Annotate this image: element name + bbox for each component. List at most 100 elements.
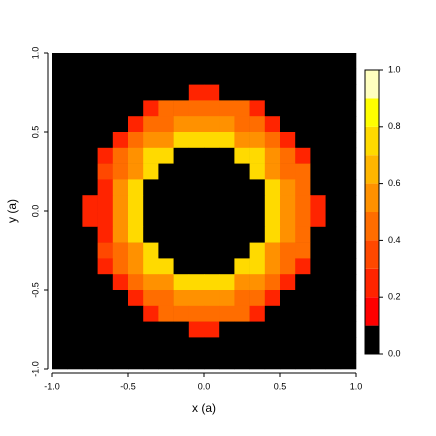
heat-cell xyxy=(158,337,174,354)
heat-cell xyxy=(219,353,235,370)
heat-cell xyxy=(310,195,326,212)
heat-cell xyxy=(340,116,357,133)
heat-cell xyxy=(188,274,205,291)
heat-cell xyxy=(173,274,190,291)
heat-cell xyxy=(67,68,83,85)
heat-cell xyxy=(310,211,326,228)
heat-cell xyxy=(204,258,220,275)
heat-cell xyxy=(143,321,159,338)
heat-cell xyxy=(52,84,68,101)
heat-cell xyxy=(188,321,205,338)
heat-cell xyxy=(112,226,129,243)
heat-cell xyxy=(112,258,129,275)
colorbar-swatch xyxy=(365,268,379,298)
heat-cell xyxy=(158,132,174,149)
heat-cell xyxy=(112,274,129,291)
heat-cell xyxy=(325,321,342,338)
heat-cell xyxy=(295,242,311,259)
heat-cell xyxy=(295,132,311,149)
heat-cell xyxy=(158,321,174,338)
heat-cell xyxy=(52,163,68,180)
heat-cell xyxy=(128,132,144,149)
heat-cell xyxy=(128,116,144,133)
heat-cell xyxy=(158,290,174,307)
heat-cell xyxy=(143,116,159,133)
colorbar-tick-label: 0.0 xyxy=(388,348,401,358)
heat-cell xyxy=(82,305,98,322)
heat-cell xyxy=(280,321,296,338)
heat-cell xyxy=(82,226,98,243)
heat-cell xyxy=(112,242,129,259)
heat-cell xyxy=(158,116,174,133)
heat-cell xyxy=(340,242,357,259)
heat-cell xyxy=(97,132,114,149)
heat-cell xyxy=(310,258,326,275)
heat-cell xyxy=(67,353,83,370)
heat-cell xyxy=(128,321,144,338)
heat-cell xyxy=(249,305,266,322)
heat-cell xyxy=(264,53,281,70)
heat-cell xyxy=(280,116,296,133)
heat-cell xyxy=(112,116,129,133)
colorbar-swatch xyxy=(365,70,379,99)
heat-cell xyxy=(325,132,342,149)
heat-cell xyxy=(280,147,296,164)
heat-cell xyxy=(52,211,68,228)
heat-cell xyxy=(204,179,220,196)
heat-cell xyxy=(52,242,68,259)
heat-cell xyxy=(128,274,144,291)
heat-cell xyxy=(310,53,326,70)
heat-cell xyxy=(52,147,68,164)
heat-cell xyxy=(82,179,98,196)
heat-cell xyxy=(340,84,357,101)
heat-cell xyxy=(204,53,220,70)
x-axis-label: x (a) xyxy=(192,401,216,415)
heat-cell xyxy=(67,242,83,259)
heat-cell xyxy=(143,53,159,70)
heat-cell xyxy=(280,337,296,354)
heat-cell xyxy=(97,163,114,180)
heat-cell xyxy=(67,100,83,117)
heat-cell xyxy=(143,258,159,275)
heat-cell xyxy=(173,195,190,212)
heat-cell xyxy=(264,179,281,196)
heat-cell xyxy=(310,116,326,133)
heat-cell xyxy=(188,290,205,307)
colorbar-tick-label: 0.6 xyxy=(388,178,401,188)
heat-cell xyxy=(295,53,311,70)
heat-cell xyxy=(112,68,129,85)
heat-cell xyxy=(204,353,220,370)
heat-cell xyxy=(97,84,114,101)
heat-cell xyxy=(188,195,205,212)
heat-cell xyxy=(340,274,357,291)
heat-cell xyxy=(325,84,342,101)
heat-cell xyxy=(52,53,68,70)
heat-cell xyxy=(67,321,83,338)
heat-cell xyxy=(264,100,281,117)
heat-cell xyxy=(158,53,174,70)
heat-cell xyxy=(143,274,159,291)
heat-cell xyxy=(52,195,68,212)
heat-cell xyxy=(340,147,357,164)
heat-cell xyxy=(264,305,281,322)
heat-cell xyxy=(52,258,68,275)
heat-cell xyxy=(325,242,342,259)
heat-cell xyxy=(97,242,114,259)
heat-cell xyxy=(52,353,68,370)
heat-cell xyxy=(97,100,114,117)
heat-cell xyxy=(264,337,281,354)
heat-cell xyxy=(143,147,159,164)
heat-cell xyxy=(158,211,174,228)
heat-cell xyxy=(310,132,326,149)
heat-cell xyxy=(67,226,83,243)
heat-cell xyxy=(128,179,144,196)
heat-cell xyxy=(82,258,98,275)
heat-cell xyxy=(219,179,235,196)
heat-cell xyxy=(264,274,281,291)
heat-cell xyxy=(219,84,235,101)
heat-cell xyxy=(295,195,311,212)
heat-cell xyxy=(52,132,68,149)
heat-cell xyxy=(188,353,205,370)
heat-cell xyxy=(340,290,357,307)
